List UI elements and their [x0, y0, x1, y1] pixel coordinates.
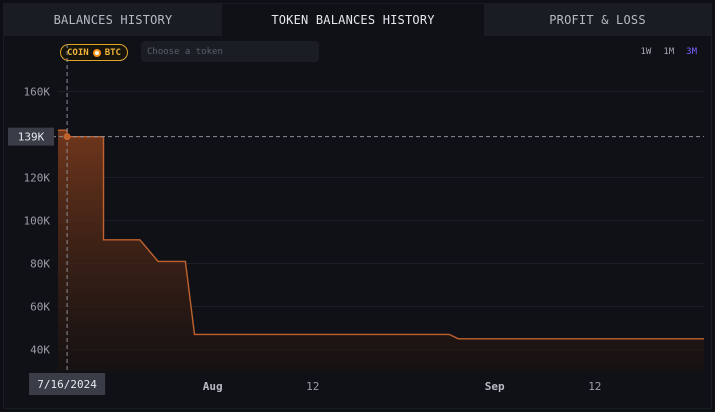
y-tick-label: 80K — [30, 258, 50, 271]
tab-profit-loss[interactable]: PROFIT & LOSS — [484, 4, 711, 36]
x-tick-label: Sep — [485, 380, 505, 393]
crosshair-value-tag — [8, 127, 54, 146]
crosshair-date-label: 7/16/2024 — [37, 378, 97, 391]
y-tick-label: 40K — [30, 344, 50, 357]
token-search-input[interactable] — [141, 41, 319, 62]
token-balances-panel: BALANCES HISTORY TOKEN BALANCES HISTORY … — [3, 3, 712, 409]
crosshair: 139K 7/16/2024 — [8, 44, 704, 395]
time-range-selector: 1W 1M 3M — [640, 47, 697, 57]
x-tick-label: 12 — [306, 380, 319, 393]
y-tick-label: 60K — [30, 301, 50, 314]
y-axis: 40K 60K 80K 100K 120K 160K — [24, 86, 51, 357]
range-1m-button[interactable]: 1M — [663, 47, 675, 57]
y-tick-label: 160K — [24, 86, 51, 99]
y-tick-label: 120K — [24, 172, 51, 185]
range-1w-button[interactable]: 1W — [640, 47, 652, 57]
token-balance-chart: 40K 60K 80K 100K 120K 160K Aug 12 Sep 12 139K 7/… — [8, 44, 704, 395]
crosshair-value-label: 139K — [18, 131, 45, 144]
crosshair-date-tag — [29, 373, 106, 395]
balance-area — [58, 130, 704, 371]
token-symbol: BTC — [104, 47, 121, 58]
tab-bar: BALANCES HISTORY TOKEN BALANCES HISTORY … — [4, 4, 711, 36]
tab-balances-history[interactable]: BALANCES HISTORY — [4, 4, 222, 36]
x-tick-label: 12 — [588, 380, 601, 393]
tab-token-balances-history[interactable]: TOKEN BALANCES HISTORY — [222, 4, 484, 36]
crosshair-point — [63, 133, 71, 141]
coin-label: COIN — [67, 47, 89, 58]
coin-filter-badge[interactable]: COIN BTC — [60, 44, 128, 61]
x-tick-label: Aug — [203, 380, 223, 393]
btc-coin-icon — [92, 48, 101, 57]
y-tick-label: 100K — [24, 215, 51, 228]
chart-toolbar: COIN BTC 1W 1M 3M — [4, 36, 711, 70]
range-3m-button[interactable]: 3M — [686, 47, 697, 57]
x-axis: Aug 12 Sep 12 — [203, 380, 602, 393]
